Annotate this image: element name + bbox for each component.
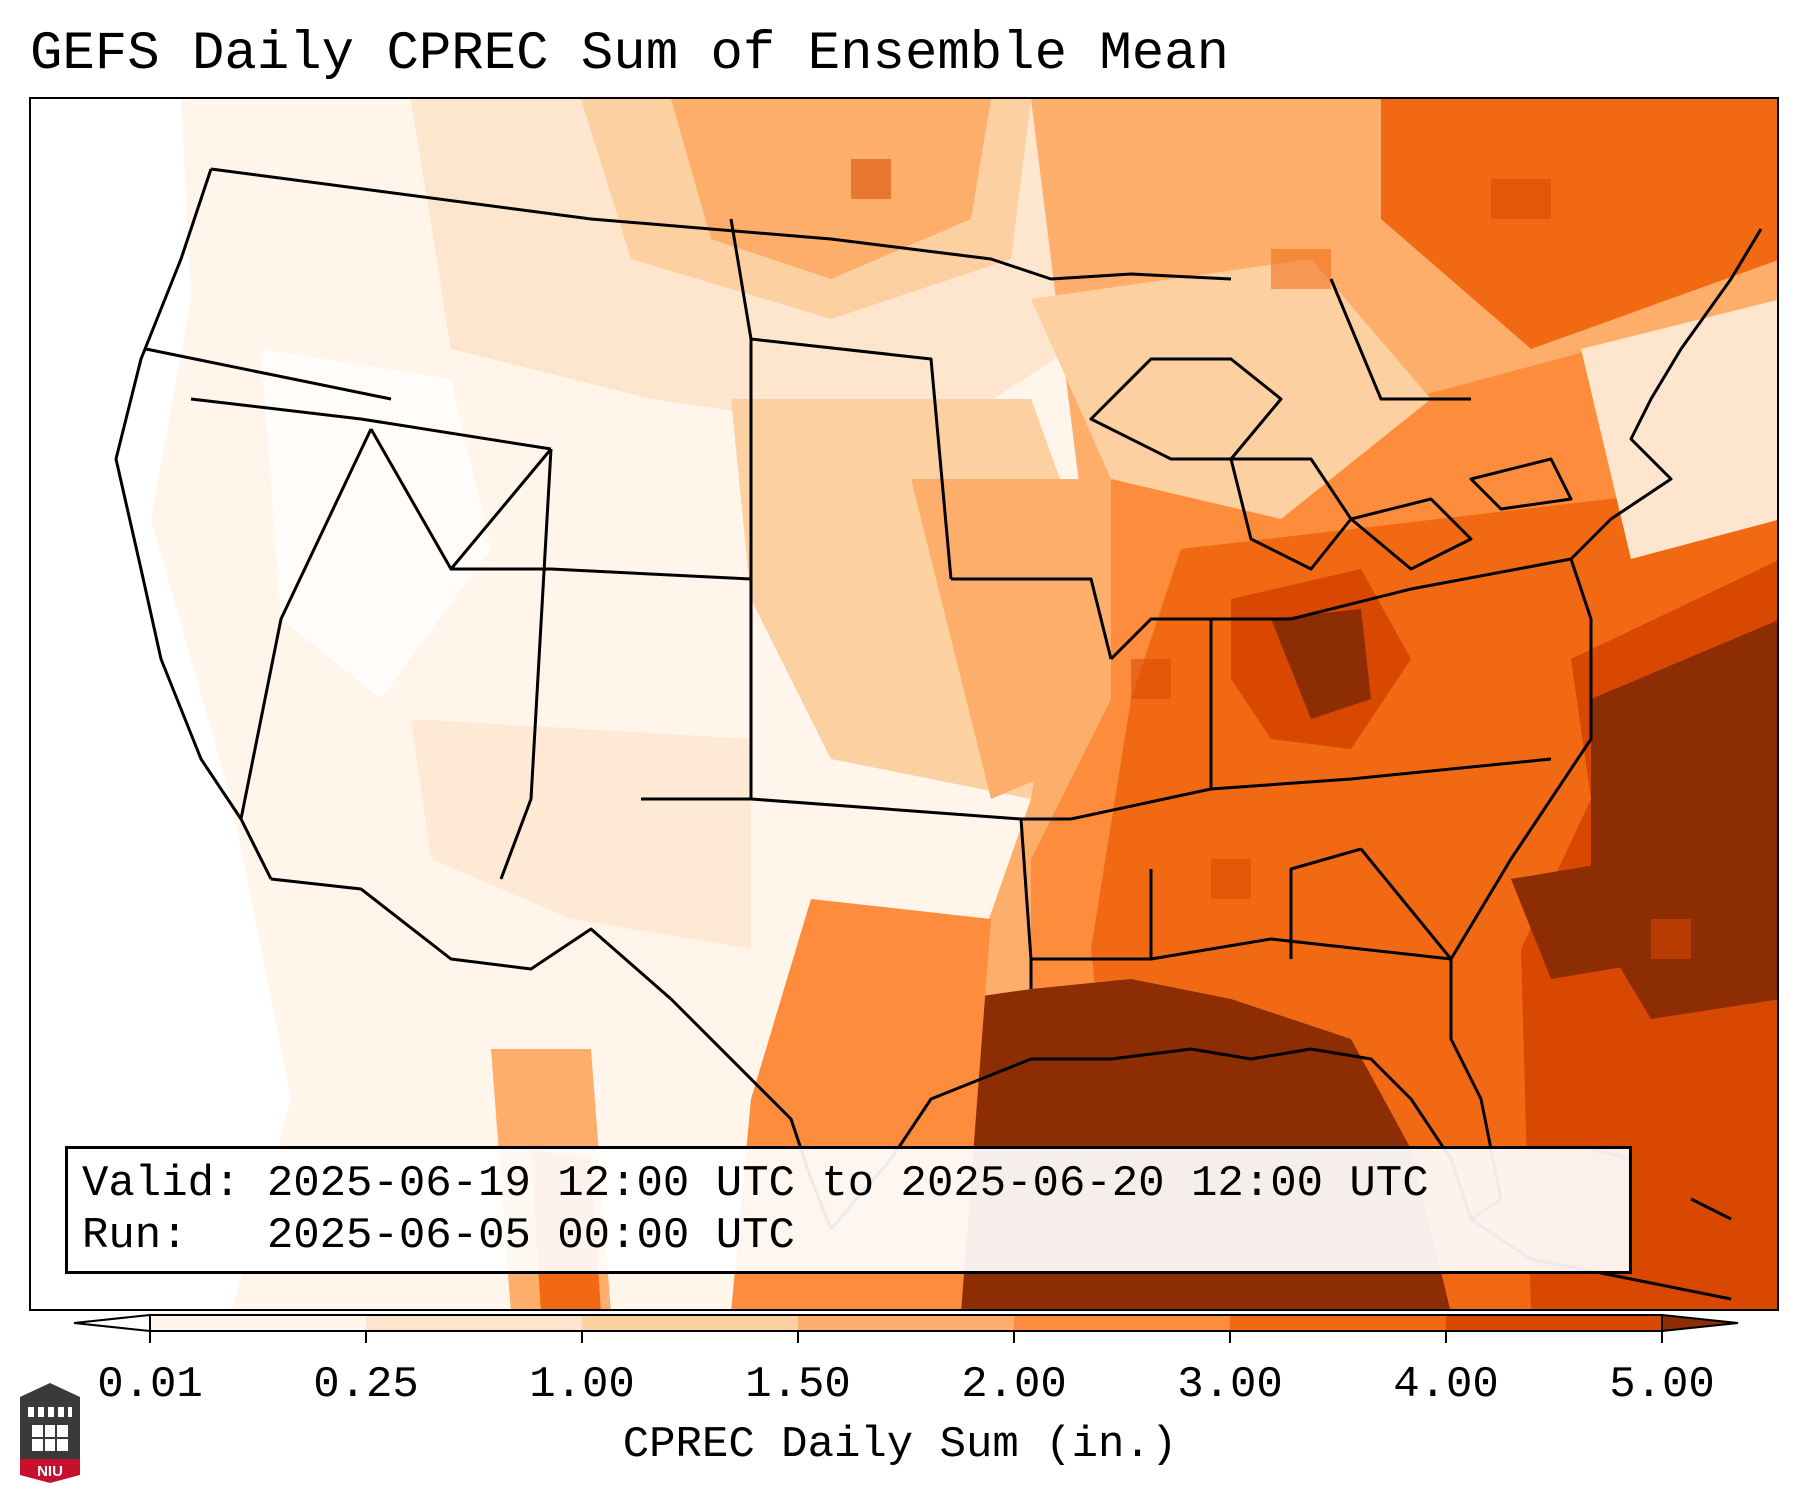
colorbar-bin [366, 1315, 582, 1331]
valid-time-box: Valid: 2025-06-19 12:00 UTC to 2025-06-2… [65, 1146, 1632, 1274]
logo-text: NIU [37, 1463, 63, 1480]
precip-map [29, 97, 1779, 1311]
colorbar-tick-label: 3.00 [1177, 1360, 1283, 1410]
colorbar-tick-label: 2.00 [961, 1360, 1067, 1410]
colorbar-label: CPREC Daily Sum (in.) [622, 1420, 1178, 1470]
run-line: Run: 2025-06-05 00:00 UTC [82, 1211, 795, 1261]
colorbar-bin [150, 1315, 366, 1331]
colorbar-bin [1014, 1315, 1230, 1331]
state-boundaries [114, 167, 1763, 1230]
precip-field [31, 99, 1777, 1309]
colorbar-tick-label: 0.01 [97, 1360, 203, 1410]
colorbar-tick-label: 5.00 [1609, 1360, 1715, 1410]
colorbar [73, 1313, 1739, 1343]
colorbar-bin [1230, 1315, 1446, 1331]
colorbar-tick-label: 1.00 [529, 1360, 635, 1410]
colorbar-bin [798, 1315, 1014, 1331]
colorbar-bin [1446, 1315, 1662, 1331]
valid-line: Valid: 2025-06-19 12:00 UTC to 2025-06-2… [82, 1159, 1429, 1209]
colorbar-extend-high [1661, 1313, 1739, 1333]
colorbar-tick-marks [149, 1331, 1663, 1343]
colorbar-tick-label: 0.25 [313, 1360, 419, 1410]
colorbar-tick-label: 1.50 [745, 1360, 851, 1410]
chart-title: GEFS Daily CPREC Sum of Ensemble Mean [30, 24, 1229, 85]
colorbar-extend-low [73, 1313, 151, 1333]
colorbar-bin [582, 1315, 798, 1331]
university-tower-icon: NIU [20, 1383, 80, 1483]
colorbar-tick-label: 4.00 [1393, 1360, 1499, 1410]
